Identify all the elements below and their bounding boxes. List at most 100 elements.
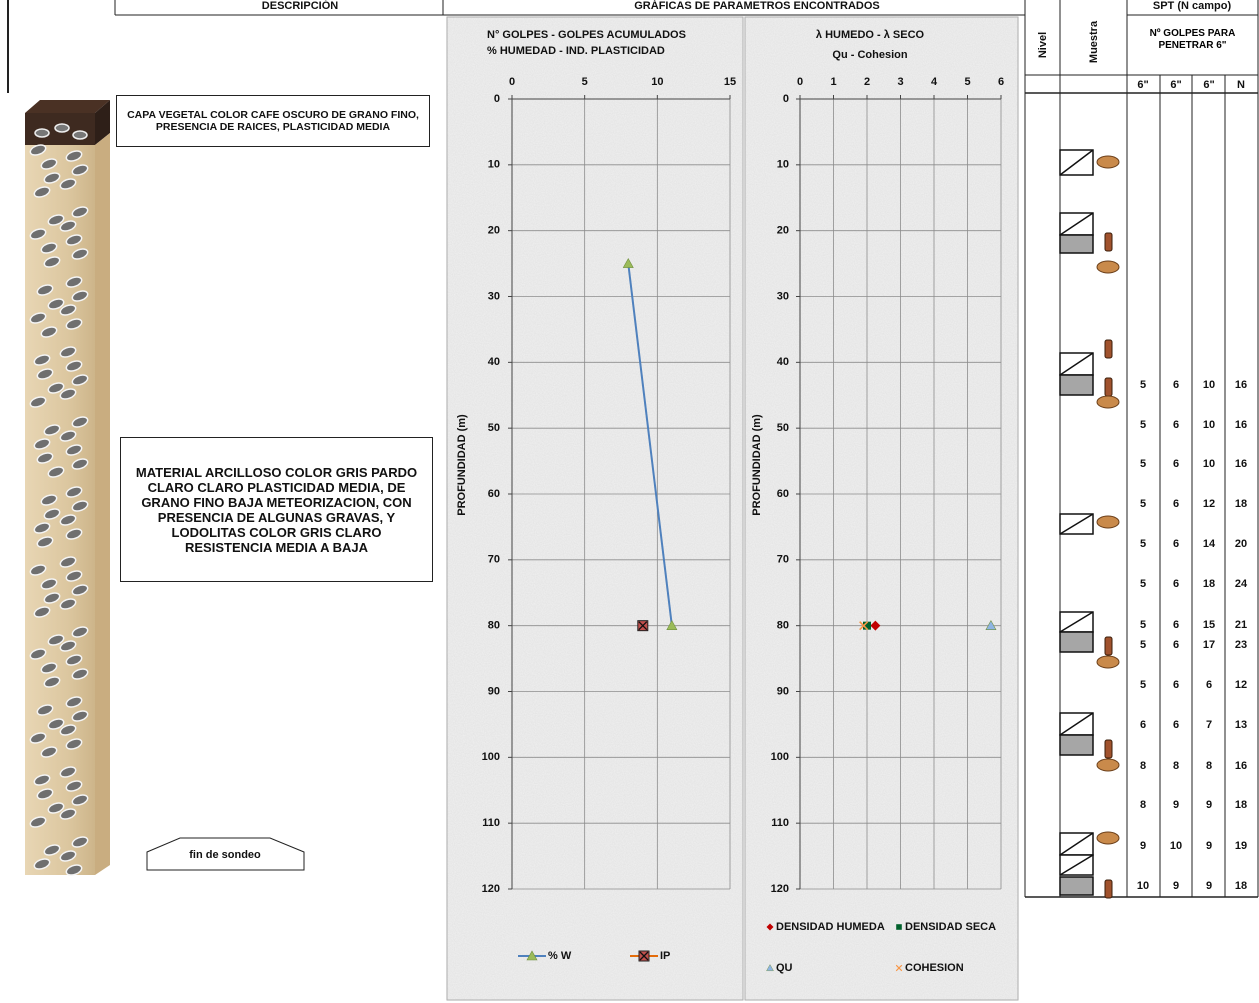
bag-sample: [1096, 260, 1120, 274]
pebble: [43, 592, 61, 604]
table-subheader: Nº GOLPES PARA PENETRAR 6": [1149, 28, 1236, 51]
column-header: 6": [1170, 79, 1181, 91]
legend-label: COHESION: [905, 962, 964, 974]
marker: [896, 924, 902, 930]
y-tick-label: 0: [494, 93, 500, 105]
x-tick-label: 15: [724, 76, 736, 88]
pebble: [33, 606, 51, 618]
spt-cell: 10: [1137, 880, 1149, 892]
pebble: [65, 696, 83, 708]
pebble: [34, 128, 50, 138]
y-tick-label: 60: [488, 488, 500, 500]
spt-cell: 23: [1235, 639, 1247, 651]
spt-cell: 16: [1235, 760, 1247, 772]
pebble: [65, 276, 83, 288]
split-spoon-diag: [1059, 832, 1094, 856]
spt-cell: 6: [1173, 719, 1179, 731]
marker: [637, 620, 649, 632]
pebble: [43, 508, 61, 520]
spt-cell: 9: [1206, 799, 1212, 811]
pebbles: [29, 123, 89, 876]
marker-x: [638, 621, 648, 631]
series-line: [627, 263, 673, 626]
spt-cell: 17: [1203, 639, 1215, 651]
pebble: [71, 290, 89, 302]
spt-cell: 6: [1173, 379, 1179, 391]
marker: [666, 620, 678, 630]
core-sample: [1104, 377, 1113, 397]
pebble: [59, 430, 77, 442]
chart-texture: [447, 17, 743, 1000]
y-tick-label: 20: [488, 225, 500, 237]
pebble: [33, 858, 51, 870]
pebble: [71, 248, 89, 260]
legend-label: % W: [548, 950, 572, 962]
soil-column-top: [25, 100, 110, 113]
marker: [985, 620, 997, 630]
pebble: [36, 536, 54, 548]
pebble: [65, 528, 83, 540]
legend-item: COHESION: [895, 962, 964, 974]
column-header: 6": [1203, 79, 1214, 91]
pebble: [71, 374, 89, 386]
core-sample: [1104, 636, 1113, 656]
pebble: [33, 438, 51, 450]
pebble: [40, 662, 58, 674]
pebble: [65, 780, 83, 792]
y-tick-label: 10: [777, 159, 789, 171]
bag-sample: [1096, 395, 1120, 409]
y-tick-label: 30: [488, 290, 500, 302]
muestra-header: Muestra: [1088, 20, 1100, 63]
spt-cell: 9: [1140, 840, 1146, 852]
pebble: [59, 178, 77, 190]
spt-cell: 24: [1235, 578, 1248, 590]
pebble: [59, 808, 77, 820]
y-tick-label: 90: [488, 685, 500, 697]
core-sample: [1104, 739, 1113, 759]
spt-cell: 5: [1140, 379, 1146, 391]
marker: [766, 923, 774, 931]
marker: [622, 257, 634, 268]
stratum-2: MATERIAL ARCILLOSO COLOR GRIS PARDO CLAR…: [120, 437, 433, 582]
y-tick-label: 110: [482, 817, 500, 829]
sample-recovered: [1059, 374, 1094, 396]
y-tick-label: 60: [777, 488, 789, 500]
split-spoon-diag: [1059, 712, 1094, 736]
x-tick-label: 0: [509, 76, 515, 88]
pebble: [33, 522, 51, 534]
split-spoon-diag: [1059, 513, 1094, 535]
y-tick-label: 10: [488, 159, 500, 171]
y-axis-label: PROFUNDIDAD (m): [751, 414, 763, 516]
x-tick-label: 5: [964, 76, 970, 88]
pebble: [65, 738, 83, 750]
spt-cell: 8: [1140, 760, 1146, 772]
pebble: [59, 724, 77, 736]
spt-cell: 16: [1235, 419, 1247, 431]
pebble: [29, 732, 47, 744]
legend-item: DENSIDAD HUMEDA: [766, 921, 885, 933]
marker: [859, 621, 869, 631]
legend-label: DENSIDAD HUMEDA: [776, 921, 885, 933]
spt-cell: 6: [1206, 679, 1212, 691]
pebble: [72, 130, 88, 140]
pebble: [47, 466, 65, 478]
pebble: [59, 220, 77, 232]
pebble: [71, 710, 89, 722]
y-tick-label: 100: [482, 751, 500, 763]
spt-cell: 12: [1235, 679, 1247, 691]
spt-cell: 16: [1235, 458, 1247, 470]
pebble: [36, 788, 54, 800]
pebble: [59, 766, 77, 778]
legend-item: IP: [630, 950, 670, 962]
pebble: [71, 500, 89, 512]
bag-sample: [1096, 758, 1120, 772]
spt-cell: 5: [1140, 498, 1146, 510]
pebble: [36, 284, 54, 296]
legend-label: QU: [776, 962, 793, 974]
bag-sample: [1096, 831, 1120, 845]
spt-cell: 5: [1140, 639, 1146, 651]
pebble: [47, 382, 65, 394]
spt-cell: 5: [1140, 679, 1146, 691]
